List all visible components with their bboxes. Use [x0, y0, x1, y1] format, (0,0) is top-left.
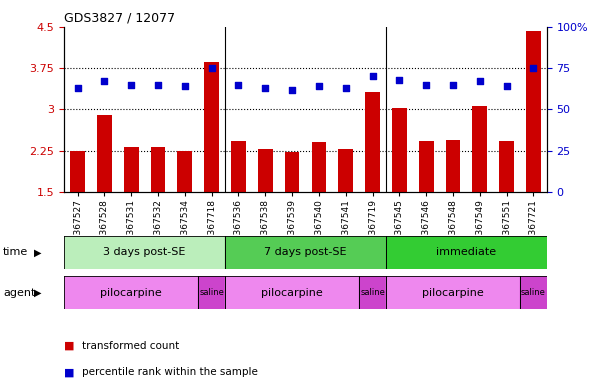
Point [180, 83, 190, 89]
Point [502, 83, 511, 89]
Text: immediate: immediate [436, 247, 497, 258]
Bar [151, 147, 166, 192]
Bar [338, 149, 353, 192]
Text: transformed count: transformed count [82, 341, 180, 351]
Bar [198, 276, 225, 309]
Text: GDS3827 / 12077: GDS3827 / 12077 [64, 12, 175, 25]
Text: pilocarpine: pilocarpine [100, 288, 162, 298]
Bar [124, 147, 139, 192]
Point [153, 82, 163, 88]
Text: 3 days post-SE: 3 days post-SE [103, 247, 186, 258]
Bar [64, 276, 198, 309]
Bar [419, 141, 434, 192]
Point [287, 86, 297, 93]
Bar [225, 236, 386, 269]
Bar [225, 276, 359, 309]
Bar [70, 151, 85, 192]
Bar [177, 151, 192, 192]
Text: ■: ■ [64, 341, 75, 351]
Bar [285, 152, 299, 192]
Point [529, 65, 538, 71]
Bar [64, 236, 225, 269]
Text: ▶: ▶ [34, 288, 41, 298]
Bar [392, 108, 407, 192]
Text: saline: saline [199, 288, 224, 297]
Text: percentile rank within the sample: percentile rank within the sample [82, 367, 258, 377]
Bar [365, 92, 380, 192]
Bar [386, 276, 520, 309]
Point [73, 85, 82, 91]
Point [260, 85, 270, 91]
Text: time: time [3, 247, 28, 258]
Text: 7 days post-SE: 7 days post-SE [264, 247, 347, 258]
Bar [520, 276, 547, 309]
Point [314, 83, 324, 89]
Text: saline: saline [360, 288, 385, 297]
Text: ▶: ▶ [34, 247, 41, 258]
Point [368, 73, 378, 79]
Point [448, 82, 458, 88]
Text: pilocarpine: pilocarpine [262, 288, 323, 298]
Bar [445, 140, 460, 192]
Bar [472, 106, 487, 192]
Bar [526, 31, 541, 192]
Point [395, 77, 404, 83]
Bar [258, 149, 273, 192]
Bar [312, 142, 326, 192]
Text: saline: saline [521, 288, 546, 297]
Bar [204, 61, 219, 192]
Point [341, 85, 351, 91]
Text: agent: agent [3, 288, 35, 298]
Bar [499, 141, 514, 192]
Bar [97, 115, 112, 192]
Point [100, 78, 109, 84]
Point [475, 78, 485, 84]
Point [233, 82, 243, 88]
Bar [231, 141, 246, 192]
Point [207, 65, 216, 71]
Point [422, 82, 431, 88]
Bar [359, 276, 386, 309]
Text: ■: ■ [64, 367, 75, 377]
Bar [386, 236, 547, 269]
Point [126, 82, 136, 88]
Text: pilocarpine: pilocarpine [422, 288, 484, 298]
